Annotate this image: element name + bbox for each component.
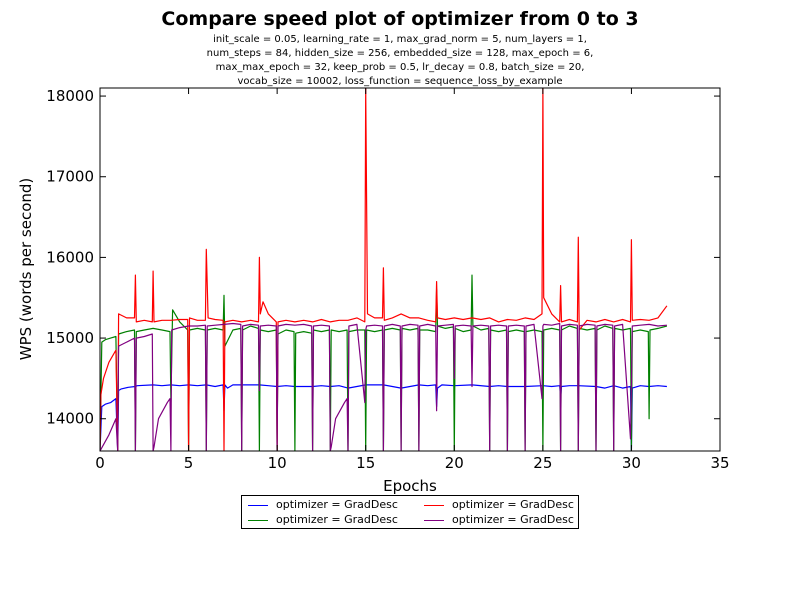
y-tick-label: 16000 bbox=[46, 248, 94, 266]
legend-entry-4: optimizer = GradDesc bbox=[424, 513, 574, 527]
x-tick-label: 35 bbox=[710, 454, 729, 472]
x-tick-label: 20 bbox=[445, 454, 464, 472]
y-tick-label: 18000 bbox=[46, 87, 94, 105]
legend-label-1: optimizer = GradDesc bbox=[276, 498, 398, 511]
legend: optimizer = GradDesc optimizer = GradDes… bbox=[241, 495, 579, 529]
subtitle-line-2: num_steps = 84, hidden_size = 256, embed… bbox=[206, 48, 594, 59]
y-tick-label: 17000 bbox=[46, 168, 94, 186]
legend-entry-2: optimizer = GradDesc bbox=[248, 513, 398, 527]
chart-title: Compare speed plot of optimizer from 0 t… bbox=[161, 8, 639, 30]
y-tick-label: 15000 bbox=[46, 329, 94, 347]
x-tick-label: 5 bbox=[184, 454, 194, 472]
legend-label-2: optimizer = GradDesc bbox=[276, 513, 398, 526]
y-axis-label: WPS (words per second) bbox=[17, 178, 35, 361]
x-tick-label: 0 bbox=[95, 454, 105, 472]
subtitle-line-4: vocab_size = 10002, loss_function = sequ… bbox=[237, 76, 563, 87]
x-axis: 0 5 10 15 20 25 30 35 bbox=[95, 88, 730, 472]
x-tick-label: 10 bbox=[268, 454, 287, 472]
legend-label-3: optimizer = GradDesc bbox=[452, 498, 574, 511]
x-tick-label: 30 bbox=[622, 454, 641, 472]
legend-swatch-green bbox=[248, 519, 268, 521]
y-axis: 14000 15000 16000 17000 18000 bbox=[46, 87, 720, 428]
series-line-3 bbox=[100, 88, 668, 451]
series-line-4 bbox=[100, 322, 667, 451]
legend-entry-3: optimizer = GradDesc bbox=[424, 498, 574, 512]
plot-frame bbox=[99, 87, 721, 452]
legend-swatch-blue bbox=[248, 504, 268, 506]
series-line-2 bbox=[100, 274, 668, 451]
subtitle-line-3: max_max_epoch = 32, keep_prob = 0.5, lr_… bbox=[215, 62, 585, 73]
x-tick-label: 25 bbox=[533, 454, 552, 472]
legend-entry-1: optimizer = GradDesc bbox=[248, 498, 398, 512]
legend-swatch-purple bbox=[424, 519, 444, 521]
series-layer bbox=[100, 88, 668, 451]
y-tick-label: 14000 bbox=[46, 410, 94, 428]
x-axis-label: Epochs bbox=[383, 477, 437, 495]
x-tick-label: 15 bbox=[356, 454, 375, 472]
subtitle-line-1: init_scale = 0.05, learning_rate = 1, ma… bbox=[213, 34, 587, 45]
legend-swatch-red bbox=[424, 504, 444, 506]
legend-label-4: optimizer = GradDesc bbox=[452, 513, 574, 526]
